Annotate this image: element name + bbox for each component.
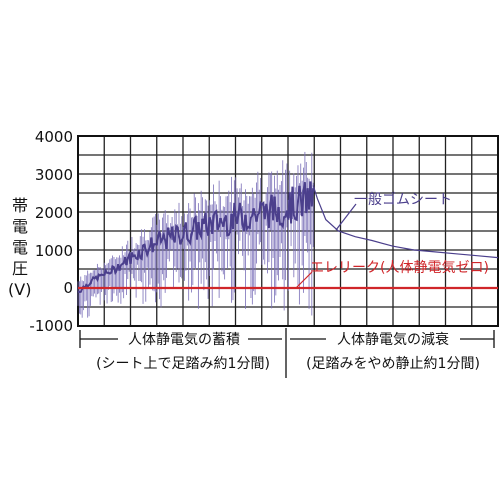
y-axis-label-char-1: 帯 [12,196,28,215]
phase-bracket-accumulation [79,330,282,348]
y-tick-label-1000: 1000 [35,242,73,260]
rubber-sheet-label: 一般ゴムシート [354,191,452,208]
rubber-sheet-decay-line [312,185,499,259]
phase-bracket-decay [290,330,495,348]
y-tick-label-3000: 3000 [35,166,73,184]
y-tick-label-0: 0 [63,279,73,297]
rubber-sheet-leader [335,203,357,231]
phase-sublabel-accumulation: (シート上で足踏み約1分間) [96,356,270,372]
y-tick-label-4000: 4000 [35,128,73,146]
y-axis-label-char-4: 圧 [12,259,28,278]
phase-sublabel-decay: (足踏みをやめ静止約1分間) [306,356,480,372]
y-tick-label-minus-1000: -1000 [29,317,73,335]
rubber-sheet-series-line [77,181,315,294]
elelee-leader [295,271,313,289]
y-axis-label-unit: (V) [8,280,31,299]
y-axis-label-char-3: 電 [12,238,28,257]
rubber-sheet-spikes [77,151,314,318]
phase-label-accumulation: 人体静電気の蓄積 [128,332,240,348]
y-tick-label-2000: 2000 [35,204,73,222]
elelee-label: エレリーク(人体静電気ゼロ) [310,260,489,276]
plot-frame [77,135,499,327]
phase-label-decay: 人体静電気の減衰 [337,331,449,348]
y-axis-label-char-2: 電 [12,217,28,236]
